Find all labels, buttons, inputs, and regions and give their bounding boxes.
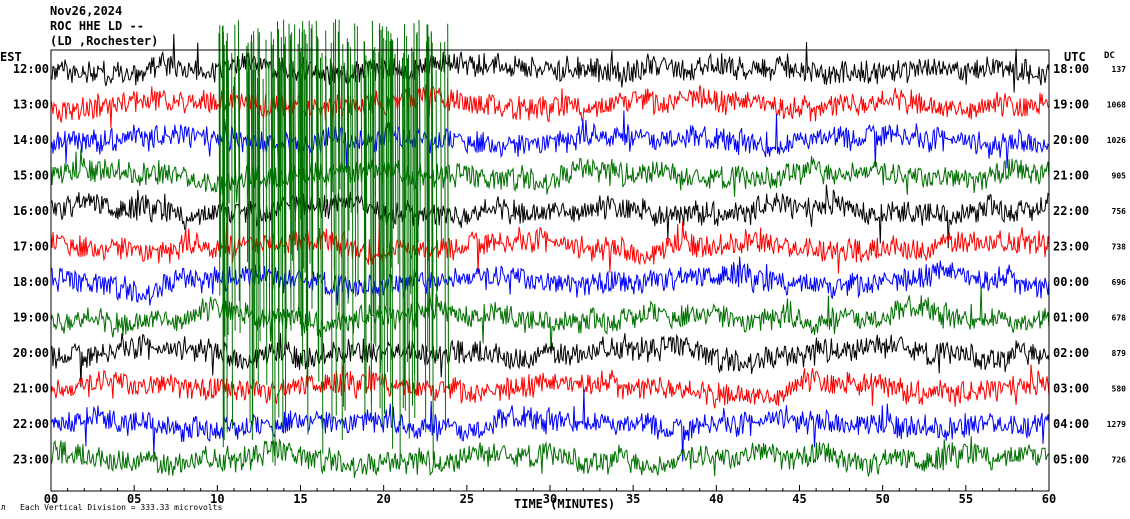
utc-hour-label: 23:00 — [1053, 240, 1089, 254]
x-tick-label: 45 — [792, 492, 806, 506]
trace-line-1200 — [50, 33, 1050, 93]
trace-line-2200 — [50, 388, 1050, 462]
x-axis: 00 05 10 15 20 25 30 35 40 45 50 55 60 — [44, 485, 1056, 506]
trace-line-1800 — [50, 256, 1050, 306]
dc-value: 580 — [1112, 385, 1127, 394]
est-hour-label: 20:00 — [13, 346, 49, 360]
dc-value: 696 — [1112, 278, 1127, 287]
utc-hour-label: 01:00 — [1053, 311, 1089, 325]
chart-date: Nov26,2024 — [50, 4, 123, 18]
est-hour-label: 22:00 — [13, 417, 49, 431]
trace-line-2300 — [50, 436, 1050, 478]
event-burst-spikes — [218, 19, 449, 466]
x-tick-label: 15 — [293, 492, 307, 506]
utc-hour-label: 05:00 — [1053, 453, 1089, 467]
trace-line-1300 — [50, 84, 1050, 129]
x-tick-label: 10 — [210, 492, 224, 506]
dc-value: 1068 — [1107, 101, 1126, 110]
est-hour-label: 16:00 — [13, 204, 49, 218]
dc-axis-title: DC — [1104, 51, 1115, 61]
corner-mark: Л — [1, 504, 5, 512]
utc-axis-title: UTC — [1064, 50, 1086, 64]
utc-hour-label: 21:00 — [1053, 169, 1089, 183]
utc-hour-label: 02:00 — [1053, 346, 1089, 360]
trace-line-2000 — [50, 331, 1050, 388]
trace-line-1600 — [50, 184, 1050, 249]
dc-value: 1026 — [1107, 136, 1126, 145]
dc-value: 879 — [1112, 349, 1127, 358]
est-hour-label: 19:00 — [13, 311, 49, 325]
est-hour-label: 17:00 — [13, 240, 49, 254]
x-tick-label: 05 — [127, 492, 141, 506]
utc-hour-label: 00:00 — [1053, 275, 1089, 289]
est-hour-label: 23:00 — [13, 453, 49, 467]
est-axis-title: EST — [0, 50, 22, 64]
scale-note: Each Vertical Division = 333.33 microvol… — [20, 503, 222, 512]
x-tick-label: 50 — [875, 492, 889, 506]
utc-hour-label: 20:00 — [1053, 133, 1089, 147]
dc-value: 1279 — [1107, 420, 1126, 429]
est-hour-label: 21:00 — [13, 382, 49, 396]
x-tick-label: 35 — [626, 492, 640, 506]
dc-value: 738 — [1112, 243, 1127, 252]
x-tick-label: 40 — [709, 492, 723, 506]
trace-line-1500 — [50, 148, 1050, 203]
dc-value: 137 — [1112, 65, 1127, 74]
utc-hour-label: 04:00 — [1053, 417, 1089, 431]
station-code: ROC HHE LD -- — [50, 19, 144, 33]
x-tick-label: 60 — [1042, 492, 1056, 506]
helicorder-traces — [50, 19, 1050, 478]
x-tick-label: 55 — [959, 492, 973, 506]
trace-line-1700 — [50, 220, 1050, 275]
x-tick-label: 25 — [460, 492, 474, 506]
utc-hour-label: 22:00 — [1053, 204, 1089, 218]
dc-value: 726 — [1112, 456, 1127, 465]
est-hour-label: 14:00 — [13, 133, 49, 147]
x-axis-label: TIME (MINUTES) — [514, 497, 615, 511]
utc-hour-label: 03:00 — [1053, 382, 1089, 396]
dc-value: 905 — [1112, 172, 1127, 181]
dc-value: 756 — [1112, 207, 1127, 216]
est-hour-labels: 12:00 13:00 14:00 15:00 16:00 17:00 18:00 19:00… — [13, 62, 49, 467]
trace-line-1400 — [50, 110, 1050, 171]
est-hour-label: 15:00 — [13, 169, 49, 183]
est-hour-label: 13:00 — [13, 98, 49, 112]
x-tick-label: 30 — [543, 492, 557, 506]
trace-line-1900 — [50, 285, 1050, 355]
x-tick-label: 20 — [376, 492, 390, 506]
dc-value-labels: 137 1068 1026 905 756 738 696 678 879 580 1279 726 — [1107, 65, 1126, 465]
utc-hour-labels: 18:00 19:00 20:00 21:00 22:00 23:00 00:00 01:00… — [1053, 62, 1089, 467]
station-location: (LD ,Rochester) — [50, 34, 159, 48]
est-hour-label: 12:00 — [13, 62, 49, 76]
utc-hour-label: 19:00 — [1053, 98, 1089, 112]
dc-value: 678 — [1112, 314, 1127, 323]
x-tick-label: 00 — [44, 492, 58, 506]
est-hour-label: 18:00 — [13, 275, 49, 289]
utc-hour-label: 18:00 — [1053, 62, 1089, 76]
trace-line-2100 — [50, 364, 1050, 409]
